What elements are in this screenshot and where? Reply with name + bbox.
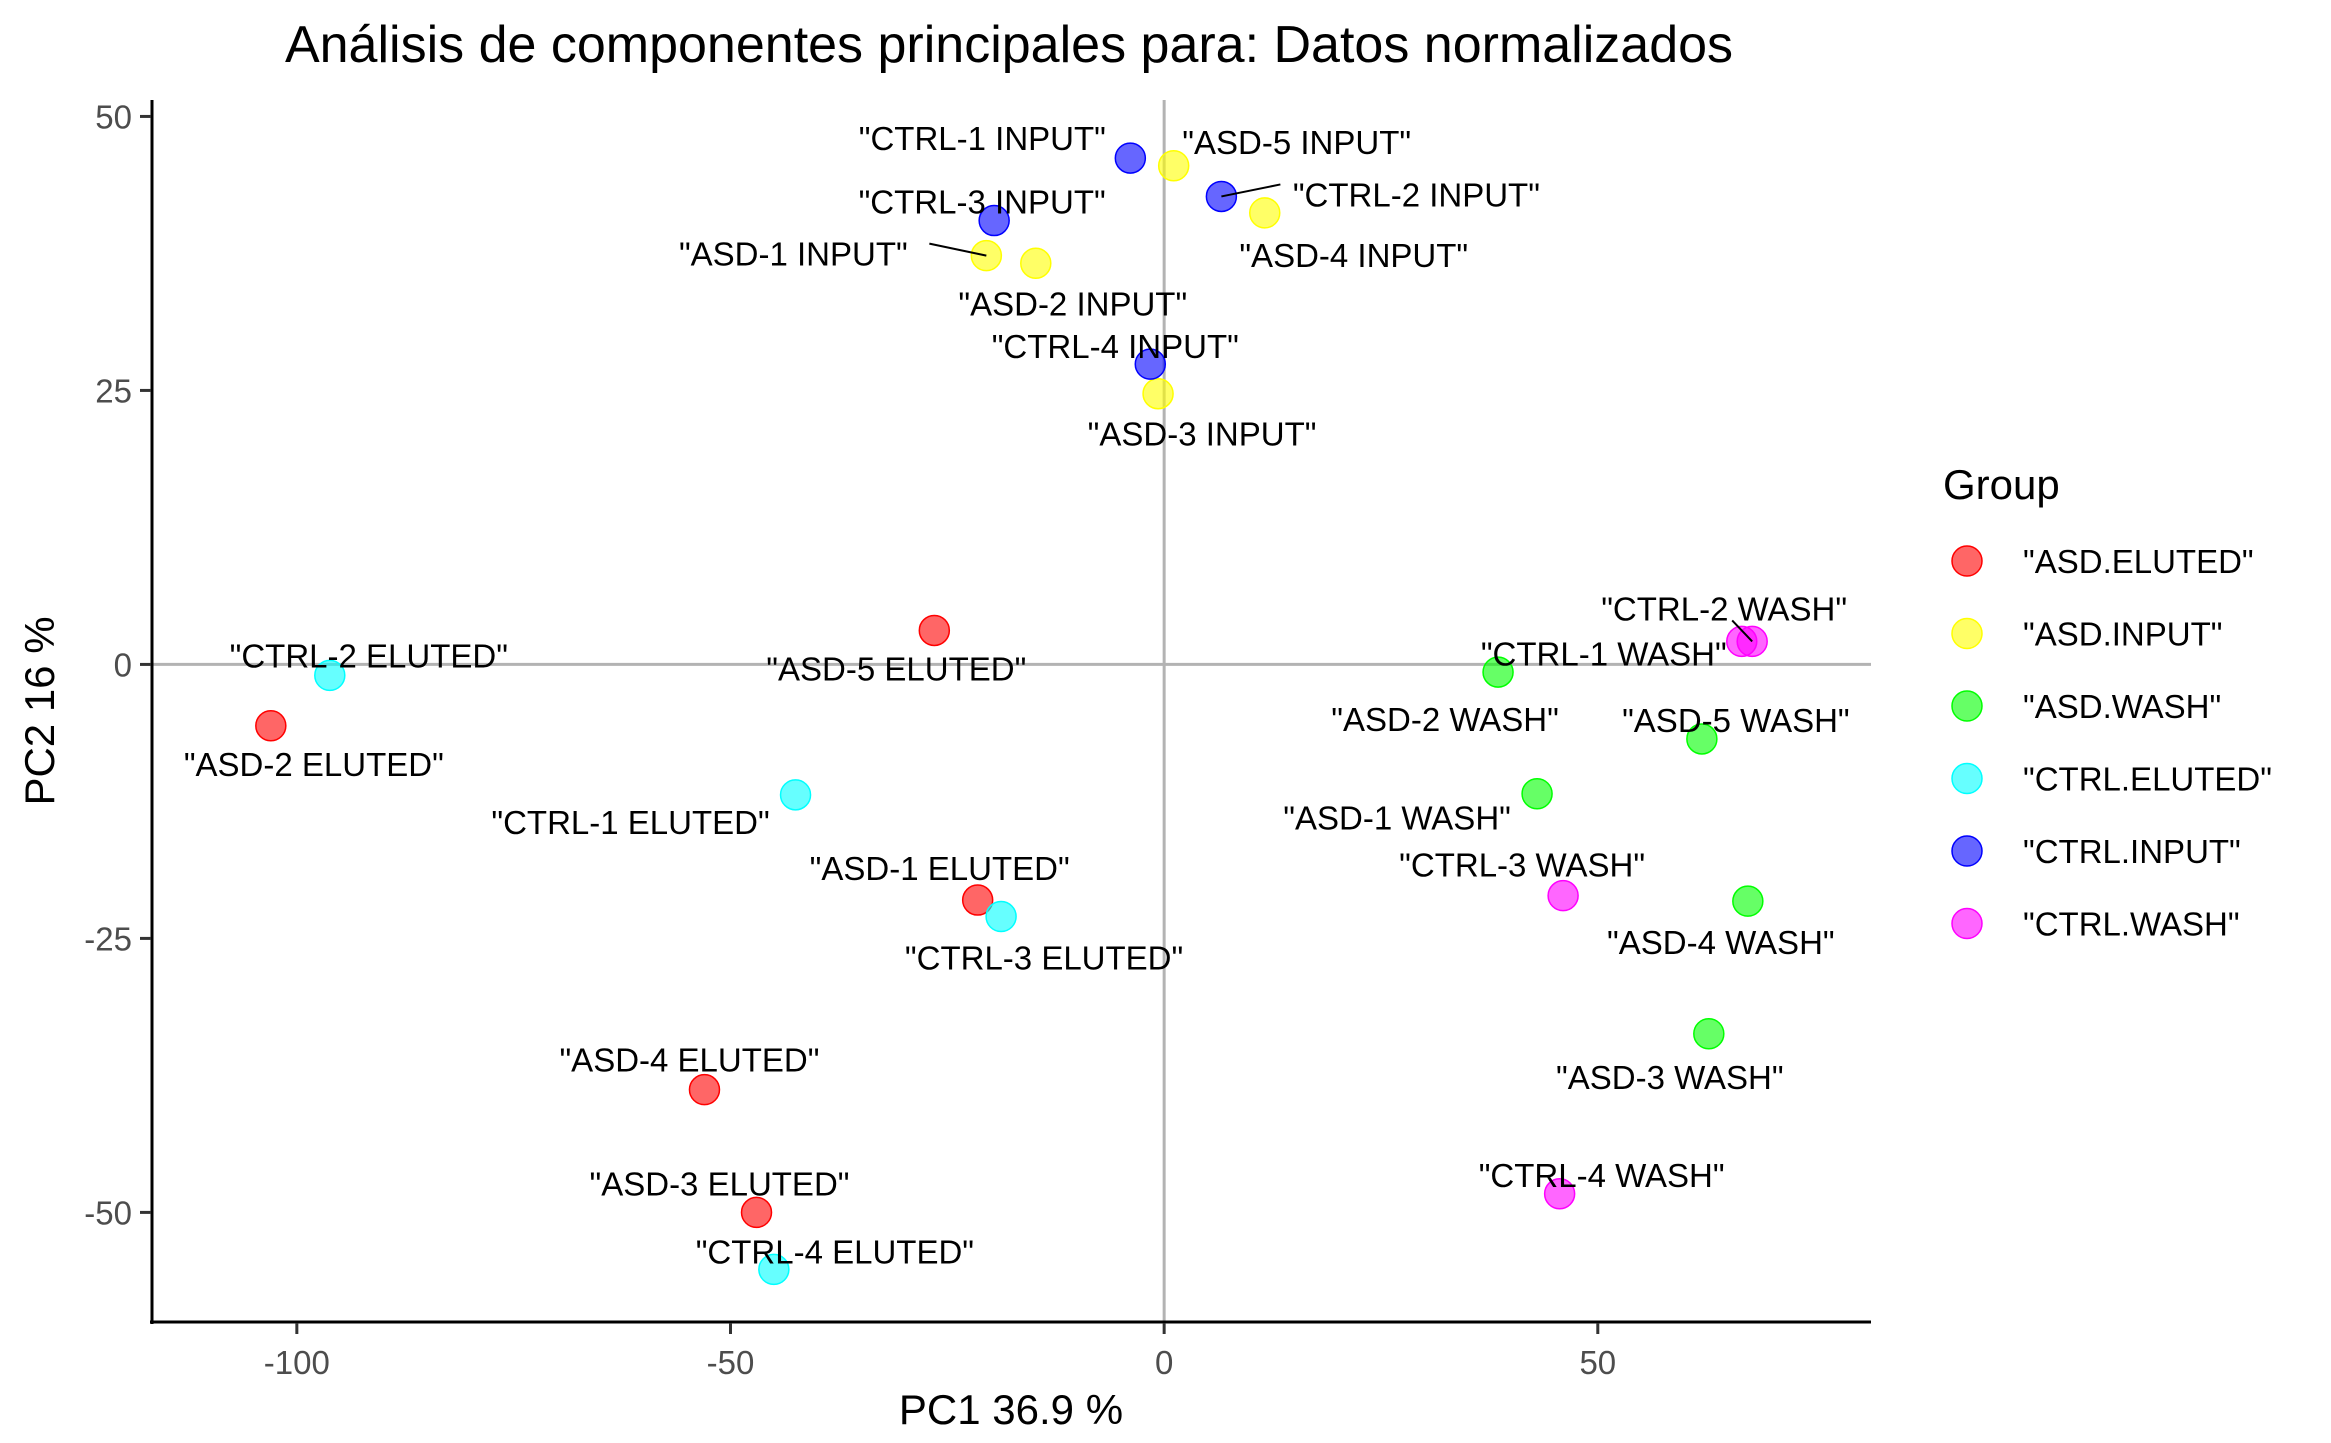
point-label-asd-1-wash: "ASD-1 WASH" — [1283, 800, 1511, 837]
point-asd-2-wash — [1482, 656, 1514, 688]
label-leader-line — [1731, 619, 1753, 643]
point-ctrl-2-eluted — [314, 659, 346, 692]
point-asd-3-input — [1142, 377, 1174, 410]
point-label-ctrl-2-input: "CTRL-2 INPUT" — [1293, 176, 1540, 213]
point-label-asd-5-input: "ASD-5 INPUT" — [1182, 124, 1411, 161]
legend-label-ctrl-wash: "CTRL.WASH" — [2023, 906, 2240, 943]
plot-area: "ASD-1 ELUTED" "ASD-2 ELUTED" "ASD-3 ELUTE… — [152, 100, 1871, 1322]
y-tick-label: 50 — [95, 98, 132, 135]
point-label-ctrl-4-eluted: "CTRL-4 ELUTED" — [696, 1233, 974, 1270]
point-label-asd-1-input: "ASD-1 INPUT" — [679, 236, 908, 273]
x-tick-label: -100 — [264, 1344, 330, 1381]
point-asd-1-wash — [1521, 777, 1553, 810]
point-ctrl-1-eluted — [779, 779, 812, 811]
point-label-ctrl-3-eluted: "CTRL-3 ELUTED" — [905, 939, 1183, 976]
label-leader-line — [929, 242, 987, 257]
point-ctrl-3-wash — [1547, 879, 1579, 912]
point-label-asd-3-eluted: "ASD-3 ELUTED" — [590, 1165, 850, 1202]
point-label-asd-5-wash: "ASD-5 WASH" — [1622, 702, 1850, 739]
point-asd-4-eluted — [688, 1073, 721, 1106]
point-asd-5-wash — [1686, 723, 1718, 755]
point-label-asd-2-eluted: "ASD-2 ELUTED" — [184, 746, 444, 783]
point-ctrl-1-input — [1114, 142, 1147, 174]
legend: Group "ASD.ELUTED""ASD.INPUT""ASD.WASH""… — [1943, 461, 2272, 943]
point-label-asd-2-input: "ASD-2 INPUT" — [958, 285, 1187, 322]
x-tick-label: 50 — [1579, 1344, 1616, 1381]
point-label-asd-3-wash: "ASD-3 WASH" — [1556, 1059, 1784, 1096]
point-label-ctrl-2-eluted: "CTRL-2 ELUTED" — [230, 637, 508, 674]
point-label-asd-1-eluted: "ASD-1 ELUTED" — [810, 850, 1070, 887]
x-axis-title: PC1 36.9 % — [899, 1386, 1123, 1433]
point-label-asd-3-input: "ASD-3 INPUT" — [1088, 416, 1317, 453]
point-label-asd-4-wash: "ASD-4 WASH" — [1607, 924, 1835, 961]
legend-label-asd-eluted: "ASD.ELUTED" — [2023, 543, 2254, 580]
point-asd-3-eluted — [740, 1196, 773, 1229]
point-asd-4-input — [1249, 197, 1281, 229]
legend-key-asd-eluted — [1951, 545, 1983, 577]
point-label-ctrl-3-wash: "CTRL-3 WASH" — [1399, 847, 1645, 884]
point-label-ctrl-2-wash: "CTRL-2 WASH" — [1601, 590, 1847, 627]
point-label-ctrl-1-eluted: "CTRL-1 ELUTED" — [491, 804, 769, 841]
point-label-asd-5-eluted: "ASD-5 ELUTED" — [766, 650, 1026, 687]
legend-label-ctrl-eluted: "CTRL.ELUTED" — [2023, 761, 2272, 798]
legend-key-ctrl-input — [1951, 835, 1983, 867]
point-label-ctrl-3-input: "CTRL-3 INPUT" — [859, 184, 1106, 221]
point-ctrl-3-eluted — [985, 900, 1017, 933]
point-ctrl-4-wash — [1543, 1178, 1576, 1210]
point-ctrl-3-input — [978, 204, 1010, 237]
point-label-ctrl-1-input: "CTRL-1 INPUT" — [859, 120, 1106, 157]
legend-key-asd-wash — [1951, 690, 1983, 722]
label-leader-line — [1221, 183, 1281, 198]
y-tick-label: -25 — [84, 920, 132, 957]
legend-label-asd-wash: "ASD.WASH" — [2023, 688, 2221, 725]
point-label-asd-2-wash: "ASD-2 WASH" — [1331, 701, 1559, 738]
point-asd-4-wash — [1732, 885, 1764, 917]
y-tick-label: -50 — [84, 1194, 132, 1231]
legend-title: Group — [1943, 461, 2060, 508]
x-axis-ticks: -100 -50 0 50 — [264, 1323, 1616, 1381]
y-tick-label: 25 — [95, 372, 132, 409]
x-tick-label: -50 — [707, 1344, 755, 1381]
legend-key-ctrl-eluted — [1951, 762, 1983, 795]
point-label-ctrl-4-input: "CTRL-4 INPUT" — [992, 328, 1239, 365]
legend-label-asd-input: "ASD.INPUT" — [2023, 616, 2222, 653]
legend-items: "ASD.ELUTED" "ASD.INPUT" "ASD.WASH" "CTRL.E… — [1951, 543, 2272, 943]
y-axis-title: PC2 16 % — [16, 616, 63, 805]
legend-key-asd-input — [1951, 617, 1983, 650]
y-axis-ticks: 50 25 0 -25 -50 — [84, 98, 151, 1231]
point-asd-5-input — [1157, 150, 1190, 182]
point-label-asd-4-eluted: "ASD-4 ELUTED" — [559, 1042, 819, 1079]
point-label-asd-4-input: "ASD-4 INPUT" — [1239, 237, 1468, 274]
point-ctrl-4-eluted — [758, 1253, 790, 1286]
point-asd-3-wash — [1693, 1018, 1725, 1050]
point-asd-2-eluted — [255, 710, 287, 742]
x-tick-label: 0 — [1155, 1344, 1173, 1381]
point-label-ctrl-1-wash: "CTRL-1 WASH" — [1481, 635, 1727, 672]
point-asd-2-input — [1020, 247, 1052, 280]
legend-label-ctrl-input: "CTRL.INPUT" — [2023, 833, 2241, 870]
point-asd-1-eluted — [961, 884, 994, 916]
point-label-ctrl-4-wash: "CTRL-4 WASH" — [1479, 1157, 1725, 1194]
point-ctrl-4-input — [1134, 348, 1167, 380]
legend-key-ctrl-wash — [1951, 907, 1983, 940]
chart-title: Análisis de componentes principales para… — [285, 16, 1733, 74]
y-tick-label: 0 — [114, 646, 132, 683]
point-asd-5-eluted — [918, 614, 951, 647]
